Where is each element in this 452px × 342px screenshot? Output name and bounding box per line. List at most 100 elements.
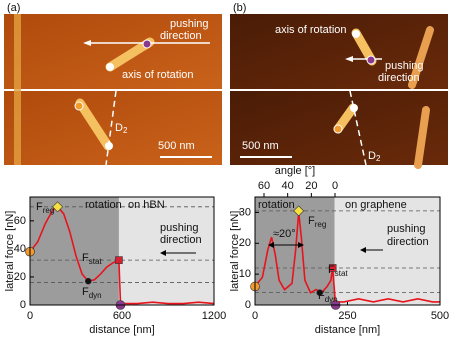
point: [142, 39, 152, 49]
image-text: pushing: [385, 60, 424, 72]
annotation-text: direction: [160, 234, 202, 246]
annotation-text: rotation: [85, 199, 122, 211]
image-text: D2: [115, 122, 128, 135]
flake: [75, 98, 113, 151]
annotation-text: direction: [387, 236, 429, 248]
annotation: on hBN: [128, 199, 165, 211]
marker: [316, 289, 324, 296]
y-tick-label: 20: [239, 237, 251, 249]
annotation: direction: [387, 236, 429, 248]
marker: [328, 264, 337, 272]
annotation-subscript: dyn: [325, 295, 338, 304]
annotation: Fdyn: [82, 286, 102, 300]
arrowhead: [83, 40, 91, 46]
x-axis-label: distance [nm]: [89, 324, 154, 336]
flake: [408, 26, 434, 89]
annotation: Freg: [308, 215, 326, 229]
x2-tick-label: 60: [258, 180, 270, 192]
plot-frame: [29, 196, 215, 306]
annotation-subscript: reg: [43, 206, 55, 215]
annotation-text: F: [328, 264, 335, 276]
y-tick-label: 0: [245, 299, 251, 311]
annotation: pushing: [160, 222, 199, 234]
flake: [414, 106, 430, 169]
annotation-subscript: reg: [315, 220, 327, 229]
x-tick-label: 250: [338, 310, 356, 322]
x-tick-label: 600: [113, 310, 131, 322]
y-tick-label: 40: [14, 243, 26, 255]
annotation: Fdyn: [318, 290, 338, 304]
y-tick-label: 30: [239, 206, 251, 218]
annotation-text: pushing: [160, 222, 199, 234]
point: [105, 142, 113, 150]
annotation-subscript: stat: [89, 257, 103, 266]
x2-tick-label: 40: [282, 180, 294, 192]
chart: 0 10 20 30 0 250 500 60 40 20 0 angle [°] distance […: [229, 165, 449, 336]
annotation-text: ≈20°: [273, 228, 296, 240]
annotation-text: rotation: [258, 199, 295, 211]
axis-line: [105, 90, 117, 166]
y-tick-label: 60: [14, 215, 26, 227]
arrowhead: [268, 242, 274, 248]
point: [74, 101, 84, 111]
y-tick-label: 0: [20, 299, 26, 311]
annotation: rotation: [85, 199, 122, 211]
x2-tick-label: 0: [332, 180, 338, 192]
annotation-text: F: [82, 252, 89, 264]
image-text: direction: [378, 72, 420, 84]
image-text: 500 nm: [158, 140, 195, 152]
panel-label: (a): [7, 2, 20, 14]
marker: [293, 205, 305, 217]
image-text: axis of rotation: [122, 69, 194, 81]
y-tick-label: 10: [239, 268, 251, 280]
annotation-text: F: [82, 286, 89, 298]
annotation-text: F: [308, 215, 315, 227]
image-text: 500 nm: [242, 140, 279, 152]
marker: [52, 201, 64, 213]
region: [118, 197, 214, 305]
point: [333, 124, 343, 134]
annotation-text: on graphene: [345, 199, 407, 211]
panel-label: (b): [233, 2, 246, 14]
axis-line: [349, 90, 367, 166]
annotation: rotation: [258, 199, 295, 211]
annotation: Freg: [36, 201, 54, 215]
y-tick-label: 20: [14, 271, 26, 283]
x-tick-label: 1200: [202, 310, 226, 322]
afm-images: (a) (b) pushing direction axis of rotati…: [4, 2, 448, 169]
point: [350, 104, 358, 112]
annotation-subscript: stat: [335, 269, 349, 278]
data-line: [254, 212, 440, 303]
marker: [115, 256, 123, 264]
arrowhead: [298, 242, 304, 248]
y-axis-label: lateral force [nN]: [4, 211, 16, 292]
x-tick-label: 0: [252, 310, 258, 322]
arrowhead: [345, 56, 353, 62]
point: [366, 55, 376, 65]
x-axis-label: distance [nm]: [315, 324, 380, 336]
plot-frame: [254, 196, 441, 306]
x2-axis-label: angle [°]: [275, 165, 315, 177]
point: [106, 63, 114, 71]
marker: [84, 277, 92, 285]
annotation-text: F: [36, 201, 43, 213]
annotation-text: F: [318, 290, 325, 302]
x2-tick-label: 20: [305, 180, 317, 192]
annotation-text: pushing: [387, 223, 426, 235]
x-tick-label: 0: [27, 310, 33, 322]
annotation: Fstat: [328, 264, 348, 278]
flake: [14, 14, 21, 165]
annotation-subscript: dyn: [89, 291, 102, 300]
annotation: pushing: [387, 223, 426, 235]
annotation: on graphene: [345, 199, 407, 211]
image-text: pushing: [170, 18, 209, 30]
y-axis-label: lateral force [nN]: [229, 211, 241, 292]
afm-image: [4, 14, 222, 89]
annotation: direction: [160, 234, 202, 246]
image-text: direction: [160, 30, 202, 42]
annotation-text: on hBN: [128, 199, 165, 211]
arrowhead: [360, 247, 366, 253]
afm-image: [4, 91, 222, 165]
